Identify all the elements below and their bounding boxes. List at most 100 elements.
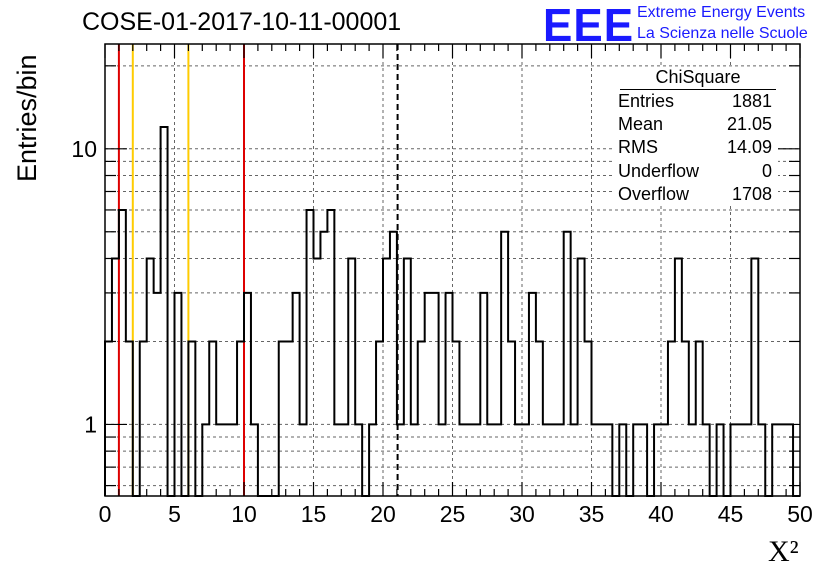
stats-title: ChiSquare — [620, 67, 776, 90]
x-tick-label: 35 — [579, 501, 605, 527]
histogram-bin — [536, 341, 543, 496]
histogram-bin — [480, 293, 487, 496]
logo-subtitle-1: Extreme Energy Events — [637, 4, 806, 21]
x-tick-label: 10 — [231, 501, 257, 527]
histogram-bin — [473, 424, 480, 496]
histogram-bin — [675, 258, 682, 496]
histogram-bin — [188, 341, 195, 496]
histogram-bin — [307, 210, 314, 496]
stats-row-entries: Entries 1881 — [612, 90, 778, 113]
histogram-bin — [161, 127, 168, 496]
histogram-bin — [494, 424, 501, 496]
histogram-bin — [522, 424, 529, 496]
x-tick-label: 15 — [301, 501, 327, 527]
histogram-bars — [104, 125, 800, 497]
histogram-bin — [717, 424, 724, 496]
histogram-bin — [550, 424, 557, 496]
histogram-bin — [585, 341, 592, 496]
histogram-bin — [251, 424, 258, 496]
histogram-bin — [140, 341, 147, 496]
histogram-bin — [772, 424, 779, 496]
x-tick-label: 0 — [99, 501, 112, 527]
stats-row-mean: Mean 21.05 — [612, 113, 778, 136]
histogram-bin — [439, 424, 446, 496]
stats-label: Overflow — [618, 183, 690, 204]
histogram-bin — [487, 424, 494, 496]
histogram-outline — [104, 125, 800, 497]
histogram-bin — [119, 210, 126, 496]
stats-row-underflow: Underflow 0 — [612, 160, 778, 183]
x-axis-label: X² — [768, 535, 799, 568]
x-tick-label: 25 — [440, 501, 466, 527]
histogram-bin — [779, 424, 786, 496]
histogram-bin — [341, 424, 348, 496]
histogram-bin — [557, 424, 564, 496]
histogram-bin — [751, 258, 758, 496]
histogram-bin — [529, 293, 536, 496]
histogram-bin — [154, 293, 161, 496]
histogram-bin — [348, 258, 355, 496]
logo-subtitle-2: La Scienza nelle Scuole — [637, 25, 808, 42]
histogram-bin — [661, 424, 668, 496]
histogram-bin — [383, 258, 390, 496]
histogram-bin — [404, 258, 411, 496]
stats-label: Entries — [618, 91, 675, 111]
y-axis-label-box: Entries/bin — [6, 0, 42, 200]
histogram-bin — [619, 424, 626, 496]
histogram-bin — [432, 293, 439, 496]
stats-row-overflow: Overflow 1708 — [612, 183, 778, 206]
histogram-bin — [668, 341, 675, 496]
histogram-bin — [515, 424, 522, 496]
histogram-bin — [453, 341, 460, 496]
grid — [105, 44, 800, 496]
histogram-bin — [578, 258, 585, 496]
histogram-bin — [223, 424, 230, 496]
y-tick-label: 10 — [71, 136, 97, 162]
histogram-bin — [758, 424, 765, 496]
x-tick-label: 5 — [168, 501, 181, 527]
histogram-bin — [202, 424, 209, 496]
x-tick-label: 45 — [718, 501, 744, 527]
histogram-bin — [605, 424, 612, 496]
histogram-bin — [633, 424, 640, 496]
stats-label: RMS — [618, 137, 658, 158]
histogram-bin — [216, 424, 223, 496]
histogram-bin — [279, 341, 286, 496]
histogram-bin — [230, 424, 237, 496]
histogram-bin — [654, 424, 661, 496]
histogram-bin — [286, 341, 293, 496]
histogram-bin — [640, 424, 647, 496]
stats-value: 1708 — [731, 183, 772, 204]
histogram-bin — [459, 424, 466, 496]
histogram-bin — [320, 232, 327, 496]
histogram-bin — [105, 341, 112, 496]
axis-ticks — [104, 44, 801, 496]
histogram-bin — [543, 424, 550, 496]
histogram-bin — [598, 424, 605, 496]
histogram-bin — [564, 232, 571, 496]
histogram-bin — [369, 424, 376, 496]
histogram-bin — [126, 341, 133, 496]
histogram-bin — [501, 232, 508, 496]
histogram-bin — [446, 293, 453, 496]
histogram-bin — [466, 424, 473, 496]
histogram-bin — [334, 424, 341, 496]
x-tick-label: 40 — [648, 501, 674, 527]
stats-value: 21.05 — [726, 114, 772, 135]
histogram-bin — [737, 424, 744, 496]
histogram-bin — [237, 341, 244, 496]
histogram-bin — [209, 341, 216, 496]
x-tick-label: 50 — [787, 501, 813, 527]
histogram-bin — [112, 258, 119, 496]
histogram-bin — [293, 293, 300, 496]
histogram-bin — [703, 424, 710, 496]
histogram-bin — [425, 293, 432, 496]
stats-box: ChiSquare Entries 1881 Mean 21.05 RMS 14… — [612, 67, 778, 206]
histogram-bin — [571, 424, 578, 496]
histogram-bin — [744, 424, 751, 496]
stats-label: Mean — [618, 114, 664, 135]
histogram-bin — [592, 424, 599, 496]
histogram-bin — [300, 424, 307, 496]
histogram-bin — [147, 258, 154, 496]
stats-row-rms: RMS 14.09 — [612, 136, 778, 159]
